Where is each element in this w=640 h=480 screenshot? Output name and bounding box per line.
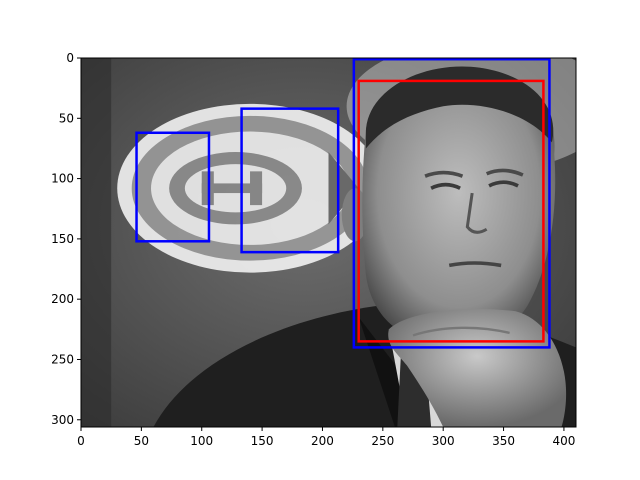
finger-crease (412, 326, 510, 337)
x-tick-label: 50 (134, 434, 149, 448)
y-tick-label: 300 (51, 413, 74, 427)
y-tick-label: 100 (51, 172, 74, 186)
left-eye (430, 182, 461, 190)
y-tick-label: 50 (59, 111, 74, 125)
bounding-box-3 (352, 57, 551, 349)
right-eye (488, 180, 519, 188)
hair (365, 66, 554, 149)
logo-h-bar (201, 183, 263, 194)
x-tick-label: 100 (190, 434, 213, 448)
left-eyebrow (424, 170, 464, 178)
x-tick-label: 300 (432, 434, 455, 448)
y-tick-label: 0 (66, 51, 74, 65)
hand (388, 308, 567, 427)
axes-frame (80, 57, 577, 428)
x-tick-label: 0 (77, 434, 85, 448)
x-tick-label: 150 (251, 434, 274, 448)
nose (465, 192, 488, 234)
background-logo (117, 103, 383, 273)
x-tick-label: 250 (371, 434, 394, 448)
x-tick-label: 400 (552, 434, 575, 448)
x-tick-label: 200 (311, 434, 334, 448)
bounding-boxes (135, 57, 551, 349)
y-tick-label: 200 (51, 292, 74, 306)
y-tick-label: 150 (51, 232, 74, 246)
logo-c-opening (328, 152, 359, 225)
face (362, 68, 556, 343)
axes: 0 50 100 150 200 250 300 350 400 0 50 100 150 200 250 3… (51, 51, 577, 448)
bounding-box-4 (357, 79, 545, 343)
photo-left-edge (81, 58, 112, 427)
y-tick-label: 250 (51, 352, 74, 366)
x-tick-label: 350 (492, 434, 515, 448)
photo-image (81, 58, 576, 427)
bounding-box-1 (135, 131, 211, 243)
mouth (448, 261, 502, 268)
right-eyebrow (485, 168, 524, 177)
bounding-box-2 (240, 107, 340, 254)
